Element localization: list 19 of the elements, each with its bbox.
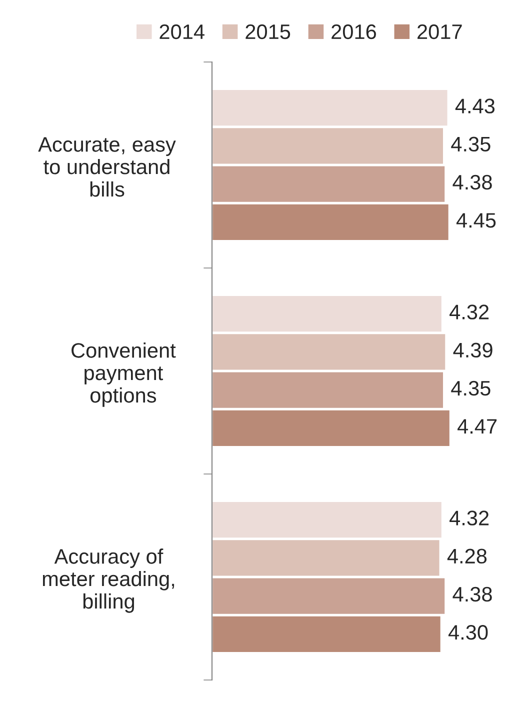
data-label: 4.43 bbox=[455, 98, 495, 114]
y-tick-label: Accuracy of meter reading, billing bbox=[42, 548, 174, 613]
legend-label: 2015 bbox=[246, 24, 290, 40]
y-tick-label: Convenient payment options bbox=[72, 342, 176, 407]
data-label: 4.28 bbox=[447, 548, 487, 564]
data-label: 4.47 bbox=[458, 419, 497, 434]
legend-label: 2014 bbox=[160, 24, 204, 40]
legend-label: 2017 bbox=[418, 24, 462, 40]
data-label: 4.45 bbox=[456, 213, 496, 228]
data-label: 4.35 bbox=[451, 136, 490, 152]
data-label: 4.38 bbox=[452, 174, 492, 190]
legend-label: 2016 bbox=[332, 24, 376, 40]
y-tick-label: Accurate, easy to understand bills bbox=[38, 137, 176, 197]
data-label: 4.38 bbox=[452, 586, 492, 602]
data-label: 4.30 bbox=[448, 625, 488, 640]
data-label: 4.39 bbox=[453, 342, 492, 358]
data-label: 4.32 bbox=[450, 510, 489, 526]
data-label: 4.32 bbox=[450, 304, 489, 320]
data-label: 4.35 bbox=[451, 380, 490, 396]
